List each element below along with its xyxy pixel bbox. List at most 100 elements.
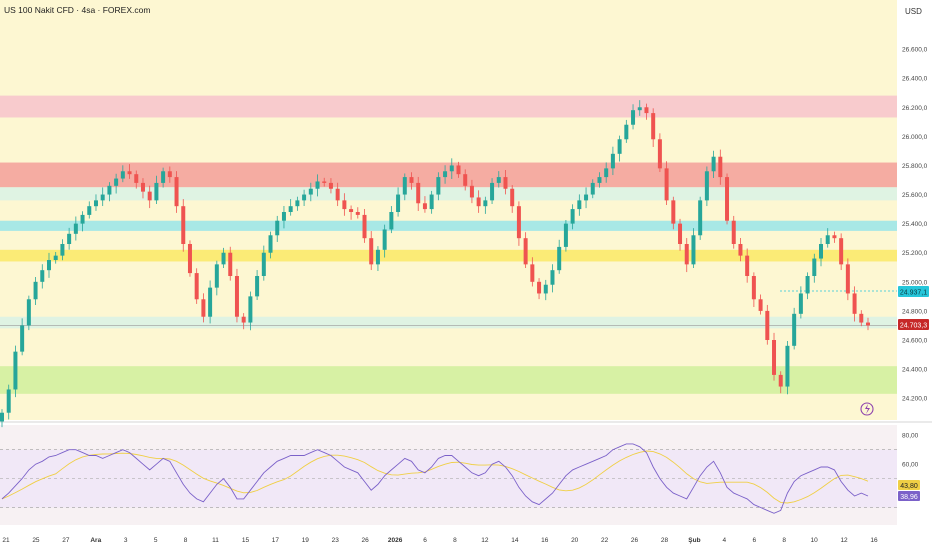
candle-body[interactable]: [510, 188, 515, 207]
candle-body[interactable]: [369, 238, 374, 265]
candle-body[interactable]: [67, 233, 72, 244]
candle-body[interactable]: [234, 276, 239, 317]
candle-body[interactable]: [255, 276, 260, 297]
candle-body[interactable]: [335, 188, 340, 201]
candle-body[interactable]: [490, 182, 495, 201]
candle-body[interactable]: [476, 197, 481, 207]
candle-body[interactable]: [322, 181, 327, 183]
candle-body[interactable]: [436, 177, 441, 195]
candle-body[interactable]: [214, 264, 219, 288]
candle-body[interactable]: [859, 313, 864, 323]
candle-body[interactable]: [832, 235, 837, 239]
candle-body[interactable]: [308, 188, 313, 195]
candle-body[interactable]: [60, 244, 65, 256]
candles-layer[interactable]: [0, 100, 870, 428]
candle-body[interactable]: [805, 276, 810, 294]
candle-body[interactable]: [342, 200, 347, 210]
candle-body[interactable]: [275, 220, 280, 236]
candle-body[interactable]: [20, 325, 25, 352]
candle-body[interactable]: [140, 182, 145, 192]
candle-body[interactable]: [765, 310, 770, 340]
zone-pink[interactable]: [0, 95, 897, 118]
candle-body[interactable]: [161, 171, 166, 183]
zone-yellow[interactable]: [0, 249, 897, 262]
candle-body[interactable]: [624, 124, 629, 140]
candle-body[interactable]: [107, 185, 112, 195]
candle-body[interactable]: [187, 244, 192, 274]
candle-body[interactable]: [671, 200, 676, 224]
candle-body[interactable]: [503, 177, 508, 189]
candle-body[interactable]: [704, 171, 709, 201]
candle-body[interactable]: [261, 252, 266, 276]
candle-body[interactable]: [516, 206, 521, 239]
candle-body[interactable]: [577, 200, 582, 210]
candle-body[interactable]: [409, 177, 414, 183]
candle-body[interactable]: [590, 182, 595, 195]
candle-body[interactable]: [852, 293, 857, 314]
candle-body[interactable]: [711, 156, 716, 172]
candle-body[interactable]: [644, 107, 649, 114]
candle-body[interactable]: [657, 139, 662, 169]
candle-body[interactable]: [664, 168, 669, 201]
candle-body[interactable]: [456, 165, 461, 175]
candle-body[interactable]: [167, 171, 172, 178]
zone-red[interactable]: [0, 162, 897, 188]
candle-body[interactable]: [825, 235, 830, 244]
candle-body[interactable]: [631, 110, 636, 125]
candle-body[interactable]: [241, 316, 246, 323]
zone-pale-green[interactable]: [0, 316, 897, 329]
candle-body[interactable]: [396, 194, 401, 212]
candle-body[interactable]: [201, 299, 206, 317]
candle-body[interactable]: [120, 171, 125, 179]
candle-body[interactable]: [798, 293, 803, 314]
candle-body[interactable]: [147, 191, 152, 201]
candle-body[interactable]: [718, 156, 723, 178]
candle-body[interactable]: [604, 168, 609, 178]
candle-body[interactable]: [738, 244, 743, 256]
candle-body[interactable]: [416, 182, 421, 204]
candle-body[interactable]: [745, 255, 750, 276]
candle-body[interactable]: [584, 194, 589, 201]
candle-body[interactable]: [288, 206, 293, 212]
candle-body[interactable]: [543, 284, 548, 294]
candle-body[interactable]: [221, 252, 226, 265]
candle-body[interactable]: [463, 174, 468, 186]
candle-body[interactable]: [315, 181, 320, 189]
candle-body[interactable]: [684, 244, 689, 265]
candle-body[interactable]: [154, 182, 159, 201]
candle-body[interactable]: [93, 200, 98, 207]
zone-cyan[interactable]: [0, 220, 897, 231]
candle-body[interactable]: [597, 177, 602, 183]
candle-body[interactable]: [114, 178, 119, 186]
candle-body[interactable]: [778, 374, 783, 387]
candle-body[interactable]: [845, 264, 850, 294]
zone-green[interactable]: [0, 366, 897, 394]
candle-body[interactable]: [819, 244, 824, 259]
lightning-icon[interactable]: [860, 402, 874, 416]
candle-body[interactable]: [698, 200, 703, 236]
candle-body[interactable]: [402, 177, 407, 195]
candle-body[interactable]: [6, 389, 11, 413]
candle-body[interactable]: [87, 206, 92, 215]
candle-body[interactable]: [772, 340, 777, 375]
candle-body[interactable]: [281, 212, 286, 221]
candle-body[interactable]: [550, 270, 555, 285]
candle-body[interactable]: [537, 281, 542, 294]
candle-body[interactable]: [73, 223, 78, 234]
candle-body[interactable]: [678, 223, 683, 244]
candle-body[interactable]: [570, 209, 575, 224]
candle-body[interactable]: [194, 273, 199, 300]
candle-body[interactable]: [691, 235, 696, 265]
candle-body[interactable]: [637, 107, 642, 111]
candle-body[interactable]: [812, 258, 817, 276]
candle-body[interactable]: [792, 313, 797, 346]
candle-body[interactable]: [866, 322, 870, 326]
candle-body[interactable]: [617, 139, 622, 154]
zone-pale-green[interactable]: [0, 187, 897, 201]
candle-body[interactable]: [355, 212, 360, 215]
candle-body[interactable]: [349, 209, 354, 212]
candle-body[interactable]: [563, 223, 568, 247]
candle-body[interactable]: [785, 345, 790, 387]
candle-body[interactable]: [268, 235, 273, 253]
candle-body[interactable]: [208, 287, 213, 317]
